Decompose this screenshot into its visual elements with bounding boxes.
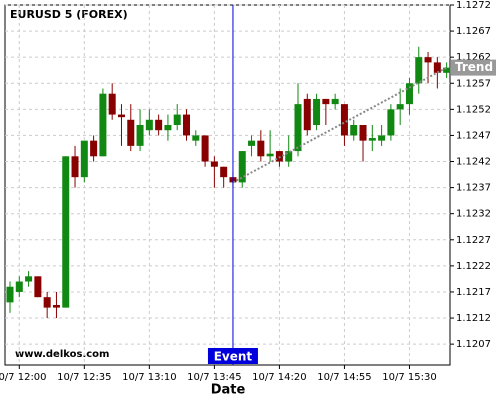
candle-body bbox=[62, 156, 70, 308]
event-label-box bbox=[207, 348, 258, 364]
chart-title: EURUSD 5 (FOREX) bbox=[10, 8, 128, 21]
candle-body bbox=[6, 286, 14, 303]
candle-body bbox=[433, 62, 441, 73]
x-tick-label: 10/7 13:10 bbox=[122, 372, 176, 383]
y-tick-label: 1.1227 bbox=[456, 235, 491, 246]
y-tick-label: 1.1257 bbox=[456, 78, 491, 89]
candle-body bbox=[359, 125, 367, 141]
x-axis-label: Date bbox=[211, 383, 246, 398]
candle-body bbox=[443, 67, 451, 73]
candle-body bbox=[331, 98, 339, 105]
y-tick-label: 1.1237 bbox=[456, 183, 491, 194]
candle-body bbox=[285, 151, 293, 162]
candle-body bbox=[52, 305, 60, 308]
candle-body bbox=[387, 109, 395, 136]
candle-body bbox=[210, 161, 218, 167]
x-tick-label: 10/7 12:35 bbox=[57, 372, 111, 383]
y-tick-label: 1.1262 bbox=[456, 52, 491, 63]
event-label: Event bbox=[214, 350, 253, 364]
x-tick-label: 10/7 15:30 bbox=[382, 372, 436, 383]
candle-body bbox=[294, 104, 302, 152]
watermark: www.delkos.com bbox=[15, 349, 109, 360]
candle-body bbox=[164, 125, 172, 131]
candle-body bbox=[266, 153, 274, 157]
candle-body bbox=[136, 125, 144, 146]
candle-body bbox=[34, 276, 42, 298]
y-tick-label: 1.1272 bbox=[456, 0, 491, 11]
x-tick-label: 10/7 14:20 bbox=[252, 372, 306, 383]
x-tick-label: 10/7 12:00 bbox=[0, 372, 47, 383]
y-tick-label: 1.1222 bbox=[456, 261, 491, 272]
candle-body bbox=[396, 104, 404, 110]
candle-body bbox=[248, 140, 256, 146]
trend-label: Trend bbox=[455, 60, 493, 74]
candle-body bbox=[90, 140, 98, 157]
candle-body bbox=[322, 98, 330, 105]
y-tick-label: 1.1217 bbox=[456, 287, 491, 298]
candle-body bbox=[350, 125, 358, 136]
candle-body bbox=[220, 166, 228, 178]
candle-body bbox=[80, 140, 88, 178]
y-tick-label: 1.1242 bbox=[456, 157, 491, 168]
candle-body bbox=[173, 114, 181, 125]
candle-body bbox=[192, 135, 200, 141]
candle-body bbox=[201, 135, 209, 162]
candle-body bbox=[71, 156, 79, 178]
candle-body bbox=[257, 140, 265, 157]
candle-body bbox=[313, 98, 321, 125]
candle-body bbox=[43, 297, 51, 308]
y-tick-label: 1.1207 bbox=[456, 339, 491, 350]
y-tick-label: 1.1252 bbox=[456, 104, 491, 115]
y-tick-label: 1.1267 bbox=[456, 26, 491, 37]
candle-body bbox=[183, 114, 191, 136]
candle-body bbox=[127, 119, 135, 146]
candle-body bbox=[424, 57, 432, 63]
candle-body bbox=[155, 119, 163, 131]
y-tick-label: 1.1247 bbox=[456, 130, 491, 141]
x-tick-label: 10/7 14:55 bbox=[317, 372, 371, 383]
candle-body bbox=[108, 93, 116, 115]
candle-body bbox=[99, 93, 107, 157]
candle-body bbox=[238, 151, 246, 183]
candle-body bbox=[340, 104, 348, 136]
candle-body bbox=[405, 83, 413, 105]
trend-line bbox=[232, 66, 448, 184]
trend-label-box bbox=[451, 59, 496, 76]
candle-body bbox=[15, 281, 23, 292]
plot-frame bbox=[4, 4, 451, 366]
y-tick-label: 1.1212 bbox=[456, 313, 491, 324]
y-tick-label: 1.1232 bbox=[456, 209, 491, 220]
candle-body bbox=[303, 98, 311, 131]
candle-body bbox=[368, 138, 376, 141]
candle-body bbox=[415, 57, 423, 84]
candle-body bbox=[145, 119, 153, 131]
candle-body bbox=[378, 135, 386, 141]
candle-body bbox=[25, 276, 33, 282]
x-tick-label: 10/7 13:45 bbox=[187, 372, 241, 383]
candle-body bbox=[117, 114, 125, 118]
